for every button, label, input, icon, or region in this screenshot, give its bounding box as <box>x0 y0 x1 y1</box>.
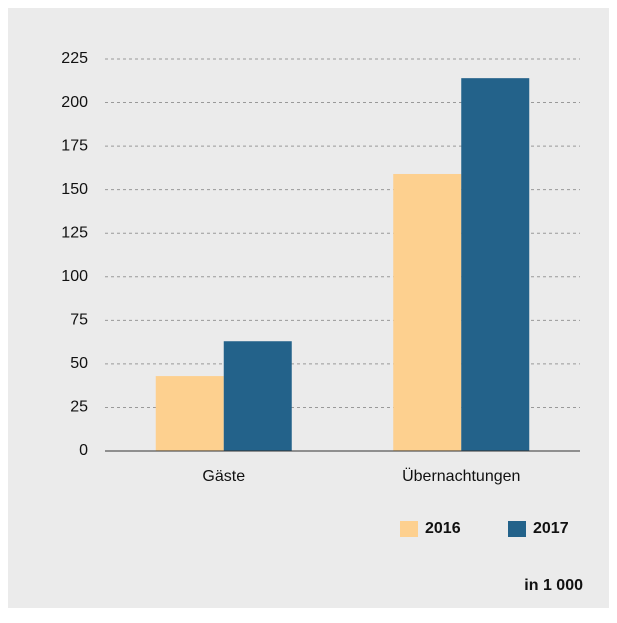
y-tick-label: 50 <box>70 355 88 372</box>
y-tick-label: 100 <box>61 268 88 285</box>
bar <box>223 341 292 451</box>
y-tick-label: 175 <box>61 137 88 154</box>
y-tick-label: 125 <box>61 224 88 241</box>
legend-swatch <box>508 521 526 537</box>
bar <box>155 376 224 451</box>
bar <box>393 173 462 451</box>
legend-label: 2017 <box>533 520 569 537</box>
legend-swatch <box>400 521 418 537</box>
bar <box>461 78 530 452</box>
y-tick-label: 75 <box>70 312 88 329</box>
legend-label: 2016 <box>425 520 461 537</box>
y-tick-label: 0 <box>79 442 88 459</box>
y-tick-label: 25 <box>70 399 88 416</box>
y-tick-label: 150 <box>61 181 88 198</box>
x-tick-label: Gäste <box>202 468 245 485</box>
y-tick-label: 200 <box>61 94 88 111</box>
y-tick-label: 225 <box>61 50 88 67</box>
x-tick-label: Übernachtungen <box>402 467 520 485</box>
annotation: in 1 000 <box>524 577 583 594</box>
